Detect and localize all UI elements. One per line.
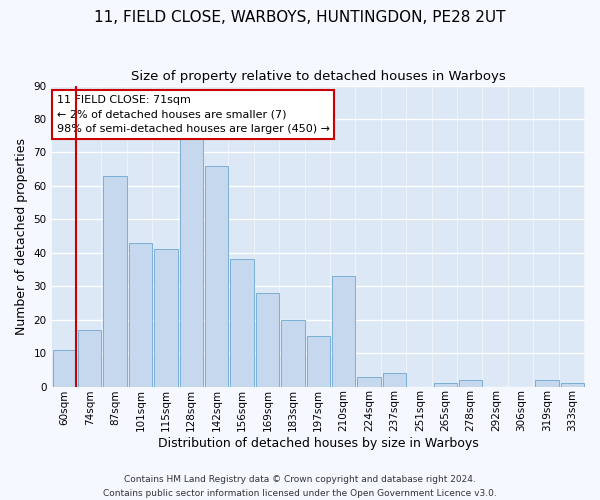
Bar <box>230 260 254 386</box>
Bar <box>560 383 584 386</box>
Text: 11, FIELD CLOSE, WARBOYS, HUNTINGDON, PE28 2UT: 11, FIELD CLOSE, WARBOYS, HUNTINGDON, PE… <box>94 10 506 25</box>
Y-axis label: Number of detached properties: Number of detached properties <box>15 138 28 334</box>
Bar <box>78 330 101 386</box>
Bar <box>103 176 127 386</box>
Bar <box>129 242 152 386</box>
Bar <box>281 320 305 386</box>
Bar <box>256 293 279 386</box>
Bar <box>434 383 457 386</box>
Bar <box>179 139 203 386</box>
Bar <box>383 373 406 386</box>
Bar <box>53 350 76 387</box>
Bar <box>332 276 355 386</box>
Bar <box>358 376 381 386</box>
Bar <box>205 166 229 386</box>
Bar <box>154 250 178 386</box>
Text: 11 FIELD CLOSE: 71sqm
← 2% of detached houses are smaller (7)
98% of semi-detach: 11 FIELD CLOSE: 71sqm ← 2% of detached h… <box>57 94 330 134</box>
Text: Contains HM Land Registry data © Crown copyright and database right 2024.
Contai: Contains HM Land Registry data © Crown c… <box>103 476 497 498</box>
Bar <box>307 336 330 386</box>
X-axis label: Distribution of detached houses by size in Warboys: Distribution of detached houses by size … <box>158 437 479 450</box>
Title: Size of property relative to detached houses in Warboys: Size of property relative to detached ho… <box>131 70 506 83</box>
Bar <box>459 380 482 386</box>
Bar <box>535 380 559 386</box>
